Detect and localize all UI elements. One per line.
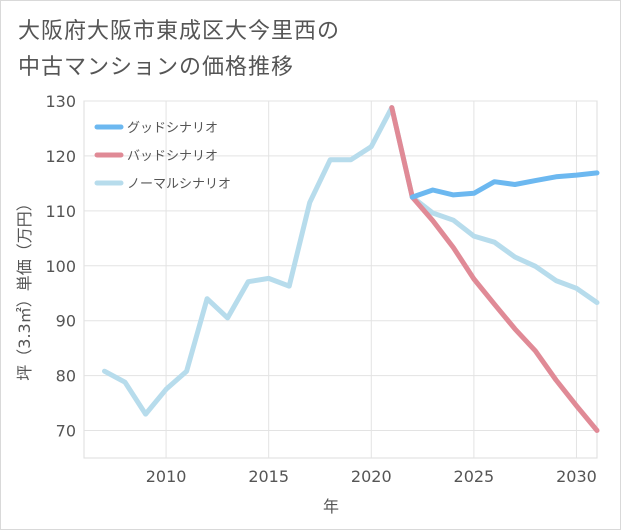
y-tick-label: 120 xyxy=(45,147,76,166)
legend-label-0: グッドシナリオ xyxy=(127,121,218,136)
x-tick-label: 2020 xyxy=(351,467,392,486)
x-axis-label: 年 xyxy=(323,497,339,516)
x-axis-ticks: 2010 2015 2020 2025 2030 xyxy=(146,467,597,486)
grid xyxy=(83,100,598,459)
y-axis-ticks: 70 80 90 100 110 120 130 xyxy=(45,92,76,441)
y-axis-label: 坪（3.3㎡）単価（万円） xyxy=(15,195,34,380)
chart-title-line-1: 大阪府大阪市東成区大今里西の xyxy=(18,19,341,44)
y-tick-label: 90 xyxy=(56,312,76,331)
x-tick-label: 2025 xyxy=(454,467,495,486)
chart-title-line-2: 中古マンションの価格推移 xyxy=(18,55,295,80)
y-tick-label: 80 xyxy=(56,367,76,386)
y-tick-label: 130 xyxy=(45,92,76,111)
series-lines xyxy=(102,105,600,433)
series-line-0 xyxy=(409,170,600,200)
series-line-2 xyxy=(102,105,600,417)
legend-label-1: バッドシナリオ xyxy=(127,149,218,164)
x-tick-label: 2015 xyxy=(248,467,289,486)
legend-label-2: ノーマルシナリオ xyxy=(127,177,231,192)
y-tick-label: 70 xyxy=(56,422,76,441)
x-tick-label: 2010 xyxy=(146,467,187,486)
series-line-1 xyxy=(389,105,600,433)
x-tick-label: 2030 xyxy=(556,467,597,486)
y-tick-label: 100 xyxy=(45,257,76,276)
y-tick-label: 110 xyxy=(45,202,76,221)
chart-title: 大阪府大阪市東成区大今里西の 中古マンションの価格推移 xyxy=(18,14,340,86)
